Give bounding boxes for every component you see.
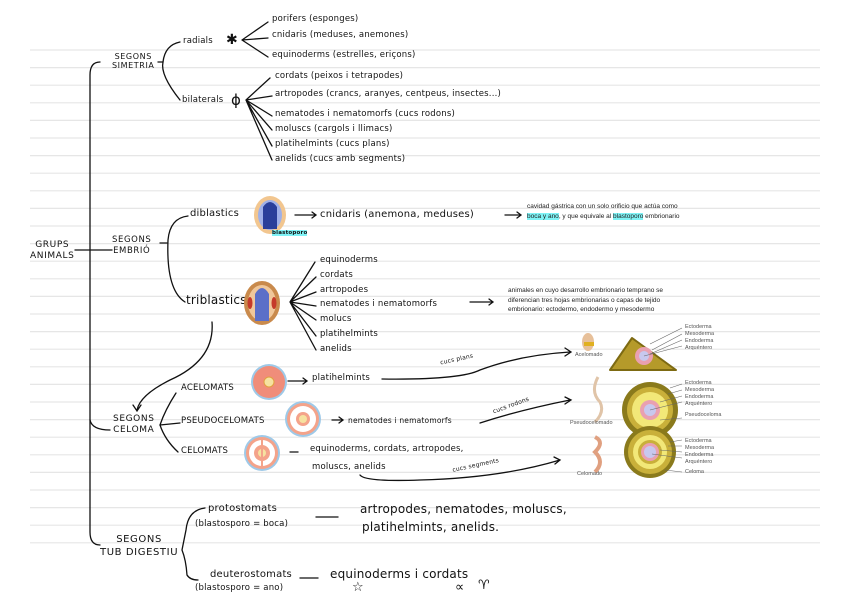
acoelomate-label: ACELOMATS [181, 383, 234, 393]
protostome-label: protostomats [208, 503, 278, 514]
diblastic-result: cnidaris (anemona, meduses) [320, 209, 475, 220]
main-brace [89, 61, 101, 546]
coelomate-result-line2: moluscs, anelids [312, 462, 386, 472]
coelomate-result-line1: equinoderms, cordats, artropodes, [310, 444, 464, 454]
pseudocoelomate-figure [593, 376, 678, 438]
list-item: artropodes [320, 285, 369, 295]
figure-label: Arquéntero [685, 401, 713, 407]
triblastic-label: triblastics [186, 293, 247, 307]
radial-label: radials [183, 36, 213, 46]
figure-label: Mesoderma [685, 445, 715, 451]
list-item: nematodes i nematomorfs (cucs rodons) [275, 109, 456, 119]
list-item: anelids [320, 344, 352, 354]
pseudocoelomate-result: nematodes i nematomorfs [348, 416, 452, 425]
figure-caption: Celomado [577, 471, 603, 477]
asterisk-icon: ✱ [226, 32, 238, 48]
coelom-label: SEGONS CELOMA [113, 414, 155, 435]
figure-label: Endoderma [685, 452, 714, 458]
coelom-figures [582, 327, 683, 478]
deuterostome-sub: (blastosporo = ano) [195, 583, 284, 593]
symmetry-label: SEGONS SIMETRIA [112, 52, 155, 70]
symmetry-brace [161, 41, 181, 101]
figure-label: Arquéntero [685, 345, 713, 351]
diblastic-note: cavidad gástrica con un solo orificio qu… [527, 203, 680, 220]
list-item: cordats [320, 270, 353, 280]
list-item: anelids (cucs amb segments) [275, 154, 406, 164]
figure-caption: Acelomado [575, 352, 603, 358]
digestive-brace [181, 507, 206, 581]
coelomate-figure [592, 426, 676, 478]
list-item: equinoderms (estrelles, eriçons) [272, 50, 416, 60]
bilateral-label: bilaterals [182, 95, 224, 105]
list-item: molucs [320, 314, 352, 324]
figure-label: Pseudoceloma [685, 412, 722, 418]
triblastic-note: animales en cuyo desarrollo embrionario … [508, 287, 663, 313]
triblastic-embryo-image [244, 281, 280, 325]
starfish-icon: ☆ [352, 580, 364, 595]
list-item: moluscs (cargols i llimacs) [275, 124, 393, 134]
protostome-result-line1: artropodes, nematodes, moluscs, [360, 502, 567, 516]
figure-caption: Pseudocelomado [570, 420, 613, 426]
pseudocoelomate-section-image [285, 401, 321, 437]
figure-label: Celoma [685, 469, 704, 475]
digestive-label: SEGONS TUB DIGESTIU [100, 534, 179, 558]
list-item: porifers (esponges) [272, 14, 359, 24]
protostome-sub: (blastosporo = boca) [195, 519, 289, 529]
acoelomate-result: platihelmints [312, 373, 371, 383]
deuterostome-label: deuterostomats [210, 569, 292, 580]
list-item: platihelmints (cucs plans) [275, 139, 390, 149]
list-item: artropodes (crancs, aranyes, centpeus, i… [275, 89, 502, 99]
list-item: equinoderms [320, 255, 378, 265]
fish-icon: ∝ [455, 580, 465, 595]
acoelomate-figure [582, 333, 677, 371]
figure-label: Mesoderma [685, 387, 715, 393]
bilateral-symmetry-icon: ϕ [231, 91, 242, 109]
animal-icon: ♈ [478, 578, 490, 593]
figure-label: Mesoderma [685, 331, 715, 337]
list-item: nematodes i nematomorfs [320, 299, 438, 309]
list-item: cordats (peixos i tetrapodes) [275, 71, 404, 81]
protostome-result-line2: platihelmints, anelids. [362, 520, 500, 534]
diblastic-embryo-image [254, 196, 286, 234]
embryo-brace [167, 215, 189, 303]
figure-label: Endoderma [685, 338, 714, 344]
list-item: platihelmints [320, 329, 379, 339]
coelomate-label: CELOMATS [181, 446, 229, 456]
embryo-label: SEGONS EMBRIÓ [112, 235, 152, 256]
figure-label: Arquéntero [685, 459, 713, 465]
figure-label: Endoderma [685, 394, 714, 400]
root-label: GRUPS ANIMALS [30, 240, 75, 261]
figure-label: Ectoderma [685, 324, 712, 330]
list-item: cnidaris (meduses, anemones) [272, 30, 409, 40]
figure-label: Ectoderma [685, 438, 712, 444]
diblastic-label: diblastics [190, 208, 239, 219]
figure-label: Ectoderma [685, 380, 712, 386]
blastopore-label: blastoporo [272, 230, 308, 236]
pseudocoelomate-label: PSEUDOCELOMATS [181, 416, 265, 426]
deuterostome-result: equinoderms i cordats [330, 567, 469, 581]
acoelomate-section-image [251, 364, 287, 400]
coelomate-section-image [244, 435, 280, 471]
